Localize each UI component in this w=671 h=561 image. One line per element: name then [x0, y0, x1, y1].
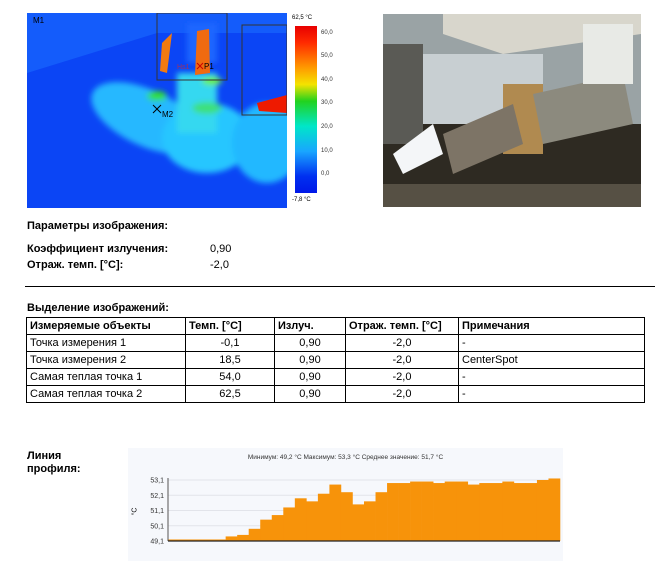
profile-summary: Минимум: 49,2 °C Максимум: 53,3 °C Средн…: [247, 454, 444, 461]
table-cell: -2,0: [345, 351, 459, 369]
profile-bar: [294, 498, 307, 541]
table-cell: 0,90: [274, 334, 346, 352]
scale-tick: 50,0: [321, 53, 333, 59]
column-header: Примечания: [458, 317, 645, 335]
reflected-temp-label: Отраж. темп. [°C]:: [27, 259, 124, 271]
table-cell: 62,5: [185, 385, 275, 403]
profile-bar: [283, 507, 296, 541]
column-header: Темп. [°C]: [185, 317, 275, 335]
profile-bar: [375, 492, 388, 541]
profile-bar: [352, 504, 365, 541]
profile-bar: [548, 478, 561, 541]
profile-bar: [225, 536, 238, 541]
y-tick-label: 52,1: [150, 493, 164, 500]
selection-title: Выделение изображений:: [27, 302, 169, 314]
column-header: Отраж. темп. [°C]: [345, 317, 459, 335]
profile-bar: [433, 483, 446, 541]
marker-p1: P1: [204, 62, 214, 71]
table-cell: Точка измерения 2: [26, 351, 186, 369]
profile-bar: [421, 481, 434, 541]
profile-bar: [456, 481, 469, 541]
y-tick-label: 53,1: [150, 478, 164, 485]
profile-bar: [387, 483, 399, 541]
table-cell: -: [458, 334, 645, 352]
scale-min: -7,8 °C: [292, 197, 311, 203]
column-header: Излуч.: [274, 317, 346, 335]
marker-hs1: Hs1: [177, 64, 190, 71]
table-row: Точка измерения 1 -0,1 0,90 -2,0-: [26, 334, 645, 352]
profile-chart-svg: 53,1 52,1 51,1 50,1 49,1: [150, 478, 561, 546]
scale-tick: 60,0: [321, 30, 333, 36]
profile-bar: [513, 483, 526, 541]
profile-bar: [364, 501, 376, 541]
visual-photo: [383, 14, 641, 207]
table-cell: -2,0: [345, 334, 459, 352]
table-row: Самая теплая точка 2 62,5 0,90 -2,0-: [26, 385, 645, 403]
scale-tick: 40,0: [321, 77, 333, 83]
table-cell: 0,90: [274, 351, 346, 369]
profile-chart: Минимум: 49,2 °C Максимум: 53,3 °C Средн…: [128, 448, 563, 561]
table-cell: 18,5: [185, 351, 275, 369]
marker-m2: M2: [162, 110, 174, 119]
y-tick-label: 51,1: [150, 508, 164, 515]
scale-max: 62,5 °C: [292, 15, 313, 21]
table-cell: -0,1: [185, 334, 275, 352]
profile-bar: [260, 519, 273, 541]
measurements-table: Измеряемые объекты Темп. [°C] Излуч. Отр…: [26, 317, 645, 403]
thermal-picture: [27, 13, 287, 208]
params-title: Параметры изображения:: [27, 220, 169, 232]
table-cell: Самая теплая точка 2: [26, 385, 186, 403]
profile-line-label: Линия профиля:: [27, 450, 81, 475]
table-cell: 0,90: [274, 368, 346, 386]
profile-bar: [237, 534, 250, 541]
scale-tick: 10,0: [321, 148, 333, 154]
table-cell: 0,90: [274, 385, 346, 403]
profile-bar: [168, 539, 180, 541]
profile-bar: [490, 483, 503, 541]
profile-bar: [479, 483, 492, 541]
profile-bar: [444, 481, 457, 541]
scale-tick: 30,0: [321, 100, 333, 106]
emissivity-label: Коэффициент излучения:: [27, 243, 169, 255]
profile-bar: [329, 484, 342, 541]
table-cell: 54,0: [185, 368, 275, 386]
profile-bar: [410, 481, 422, 541]
profile-bar: [467, 484, 480, 541]
profile-bar: [398, 483, 411, 541]
profile-bar: [248, 528, 261, 541]
profile-bar: [191, 539, 203, 541]
table-cell: -2,0: [345, 385, 459, 403]
table-cell: -: [458, 385, 645, 403]
emissivity-value: 0,90: [210, 243, 232, 255]
profile-bar: [536, 480, 549, 541]
profile-bar: [525, 483, 538, 541]
scale-tick: 0,0: [321, 171, 330, 177]
profile-bar: [202, 539, 215, 541]
table-row: Самая теплая точка 1 54,0 0,90 -2,0-: [26, 368, 645, 386]
profile-bar: [502, 481, 515, 541]
table-cell: CenterSpot: [458, 351, 645, 369]
table-cell: -: [458, 368, 645, 386]
profile-bar: [340, 492, 353, 541]
profile-bar: [214, 539, 226, 541]
y-tick-label: 50,1: [150, 523, 164, 530]
y-tick-label: 49,1: [150, 539, 164, 546]
color-scale-bar: [295, 26, 317, 193]
profile-bar: [179, 539, 192, 541]
table-header-row: Измеряемые объекты Темп. [°C] Излуч. Отр…: [26, 317, 645, 335]
scale-tick: 20,0: [321, 124, 333, 130]
profile-bar: [306, 501, 319, 541]
table-cell: Точка измерения 1: [26, 334, 186, 352]
reflected-temp-value: -2,0: [210, 259, 229, 271]
table-row: Точка измерения 2 18,5 0,90 -2,0 CenterSpot: [26, 351, 645, 369]
thermal-image: M1 M2 P1 Hs1: [27, 13, 287, 208]
column-header: Измеряемые объекты: [26, 317, 186, 335]
table-cell: -2,0: [345, 368, 459, 386]
divider: [25, 286, 655, 287]
profile-bar: [317, 493, 330, 541]
profile-bar: [271, 515, 284, 541]
table-cell: Самая теплая точка 1: [26, 368, 186, 386]
marker-m1: M1: [33, 16, 45, 25]
